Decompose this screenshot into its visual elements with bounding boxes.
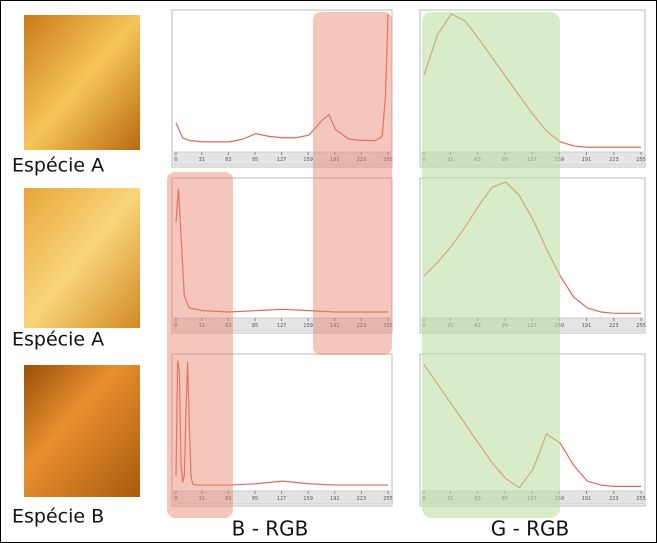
x-tick-label: 159 [303, 157, 313, 163]
x-tick-label: 191 [582, 157, 592, 163]
x-tick-label: 223 [609, 323, 619, 329]
x-tick-label: 63 [225, 157, 231, 163]
x-tick-label: 159 [303, 496, 313, 502]
x-tick-label: 127 [277, 323, 287, 329]
x-tick-label: 95 [252, 323, 258, 329]
channel-label: B - RGB [232, 517, 309, 541]
highlight [167, 172, 233, 518]
x-tick-label: 95 [252, 157, 258, 163]
x-tick-label: 127 [277, 496, 287, 502]
x-tick-label: 31 [199, 157, 205, 163]
x-tick-label: 255 [383, 496, 393, 502]
channel-label: G - RGB [491, 517, 570, 541]
x-tick-label: 191 [582, 323, 592, 329]
figure: Espécie A Espécie A Espécie B B - RGB G … [0, 0, 657, 543]
x-tick-label: 255 [636, 496, 646, 502]
x-tick-label: 223 [609, 157, 619, 163]
highlight [313, 12, 392, 355]
x-tick-label: 95 [252, 496, 258, 502]
species-label: Espécie A [12, 155, 104, 177]
specimen-image [24, 365, 140, 497]
x-tick-label: 191 [330, 496, 340, 502]
x-tick-label: 0 [174, 157, 177, 163]
specimen-image [24, 188, 140, 328]
x-tick-label: 223 [357, 496, 367, 502]
x-tick-label: 255 [636, 157, 646, 163]
x-tick-label: 127 [277, 157, 287, 163]
x-tick-label: 255 [636, 323, 646, 329]
highlight [422, 12, 560, 518]
histograms: 0316395127159191223255031639512715919122… [172, 10, 646, 506]
specimen-image [24, 15, 140, 150]
x-tick-label: 159 [303, 323, 313, 329]
x-tick-label: 191 [582, 496, 592, 502]
species-label: Espécie A [12, 329, 104, 351]
x-tick-label: 223 [609, 496, 619, 502]
species-label: Espécie B [12, 506, 104, 528]
